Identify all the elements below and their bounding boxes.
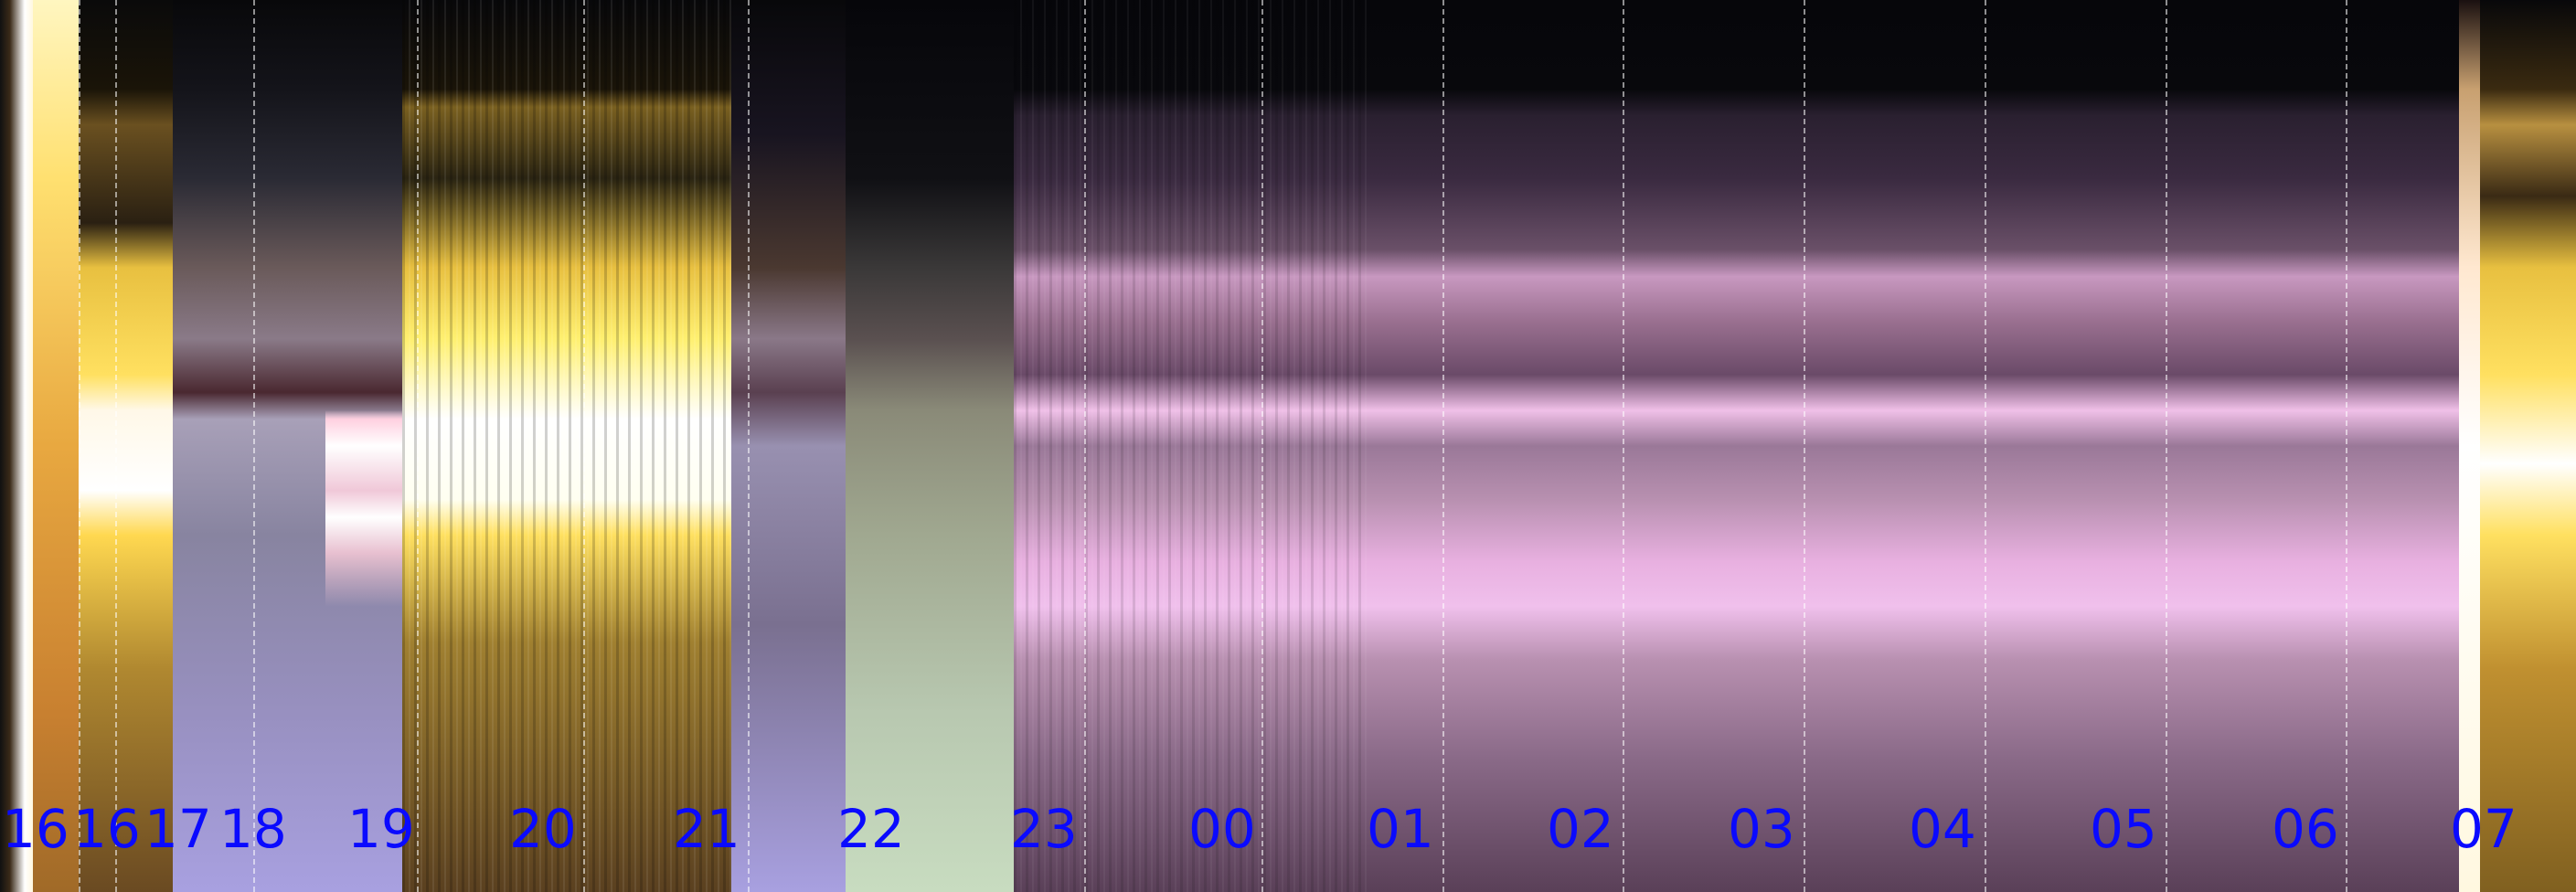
band-night-streaks: [1014, 0, 1370, 892]
hour-gridline: [1985, 0, 1986, 892]
band-twilight-yellow: [79, 0, 173, 892]
hour-label: 05: [2090, 798, 2157, 860]
band-city-lights: [402, 0, 731, 892]
hour-gridline: [1442, 0, 1444, 892]
hour-gridline: [1084, 0, 1086, 892]
hour-gridline: [583, 0, 585, 892]
hour-gridline: [115, 0, 117, 892]
hour-label: 03: [1728, 798, 1795, 860]
hour-gridline: [417, 0, 419, 892]
hour-label: 16: [73, 798, 141, 860]
band-gray-green: [846, 0, 1014, 892]
hour-label: 19: [347, 798, 415, 860]
hour-gridline: [1804, 0, 1805, 892]
hour-label: 22: [837, 798, 905, 860]
hour-label: 20: [509, 798, 577, 860]
hour-label: 23: [1010, 798, 1078, 860]
hour-label: 18: [219, 798, 287, 860]
band-lavender-2: [731, 0, 846, 892]
hour-label: 16: [2, 798, 69, 860]
hour-gridline: [748, 0, 750, 892]
band-city-streaks: [402, 0, 731, 892]
hour-label: 07: [2450, 798, 2517, 860]
hour-gridline: [2346, 0, 2347, 892]
hour-gridline: [1261, 0, 1263, 892]
hour-label: 02: [1547, 798, 1614, 860]
hour-gridline: [79, 0, 80, 892]
hour-gridline: [1623, 0, 1624, 892]
hour-gridline: [253, 0, 255, 892]
hour-label: 01: [1367, 798, 1434, 860]
hour-label: 06: [2272, 798, 2339, 860]
band-bright-patch: [325, 0, 402, 892]
hour-label: 17: [144, 798, 212, 860]
band-night-pink: [1014, 0, 2459, 892]
hour-label: 00: [1188, 798, 1256, 860]
band-dawn-white: [2459, 0, 2480, 892]
band-dawn-yellow: [2480, 0, 2576, 892]
band-dusk-edge: [0, 0, 33, 892]
band-twilight-orange: [33, 0, 79, 892]
hour-label: 04: [1909, 798, 1976, 860]
hour-gridline: [2166, 0, 2167, 892]
hour-label: 21: [673, 798, 740, 860]
